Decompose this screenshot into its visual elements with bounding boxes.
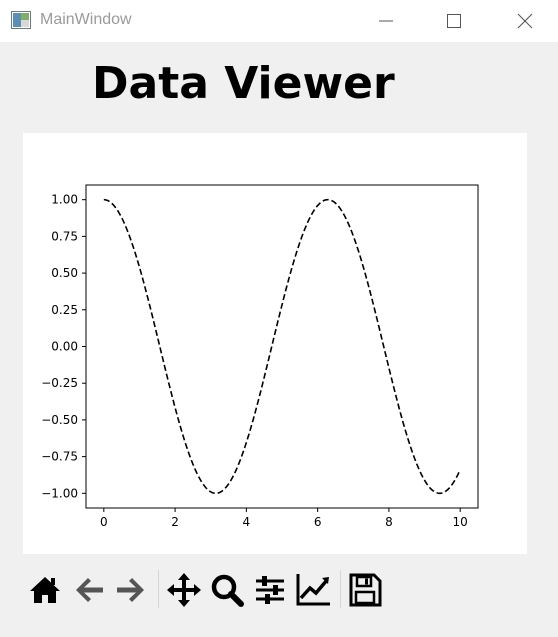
x-tick-label: 0: [100, 515, 108, 529]
x-tick-label: 4: [243, 515, 251, 529]
save-icon[interactable]: [345, 570, 385, 610]
window-title: MainWindow: [40, 11, 132, 28]
y-tick-label: −0.50: [41, 413, 78, 427]
navigation-toolbar: [25, 568, 405, 612]
minimize-icon[interactable]: [372, 7, 400, 35]
toolbar-separator: [340, 570, 341, 608]
y-tick-label: 0.25: [51, 303, 78, 317]
x-tick-label: 6: [314, 515, 322, 529]
title-bar: MainWindow: [0, 0, 558, 42]
y-tick-label: 0.75: [51, 229, 78, 243]
home-icon[interactable]: [25, 570, 65, 610]
toolbar-separator: [158, 570, 159, 608]
axes-frame: [85, 184, 479, 509]
app-window-icon: [11, 11, 31, 29]
y-tick-label: 1.00: [51, 193, 78, 207]
y-tick-label: −1.00: [41, 486, 78, 500]
y-tick-label: 0.00: [51, 340, 78, 354]
x-tick-label: 10: [453, 515, 468, 529]
forward-arrow-icon[interactable]: [111, 570, 151, 610]
zoom-icon[interactable]: [207, 570, 247, 610]
y-tick-label: −0.25: [41, 376, 78, 390]
edit-axis-icon[interactable]: [293, 570, 333, 610]
back-arrow-icon[interactable]: [69, 570, 109, 610]
line-chart: 0 2 4 6 8 10 1.00 0.75 0.50 0.25 0.00 −0.25 −0.50 −0.…: [41, 184, 479, 529]
x-tick-label: 8: [385, 515, 393, 529]
x-tick-label: 2: [171, 515, 179, 529]
page-heading: Data Viewer: [92, 58, 395, 109]
pan-icon[interactable]: [164, 570, 204, 610]
maximize-icon[interactable]: [440, 7, 468, 35]
configure-subplots-icon[interactable]: [250, 570, 290, 610]
plot-canvas[interactable]: 0 2 4 6 8 10 1.00 0.75 0.50 0.25 0.00 −0.25 −0.50 −0.…: [23, 133, 527, 554]
series-line: [103, 198, 461, 495]
y-tick-label: −0.75: [41, 450, 78, 464]
close-icon[interactable]: [511, 7, 539, 35]
y-tick-label: 0.50: [51, 266, 78, 280]
